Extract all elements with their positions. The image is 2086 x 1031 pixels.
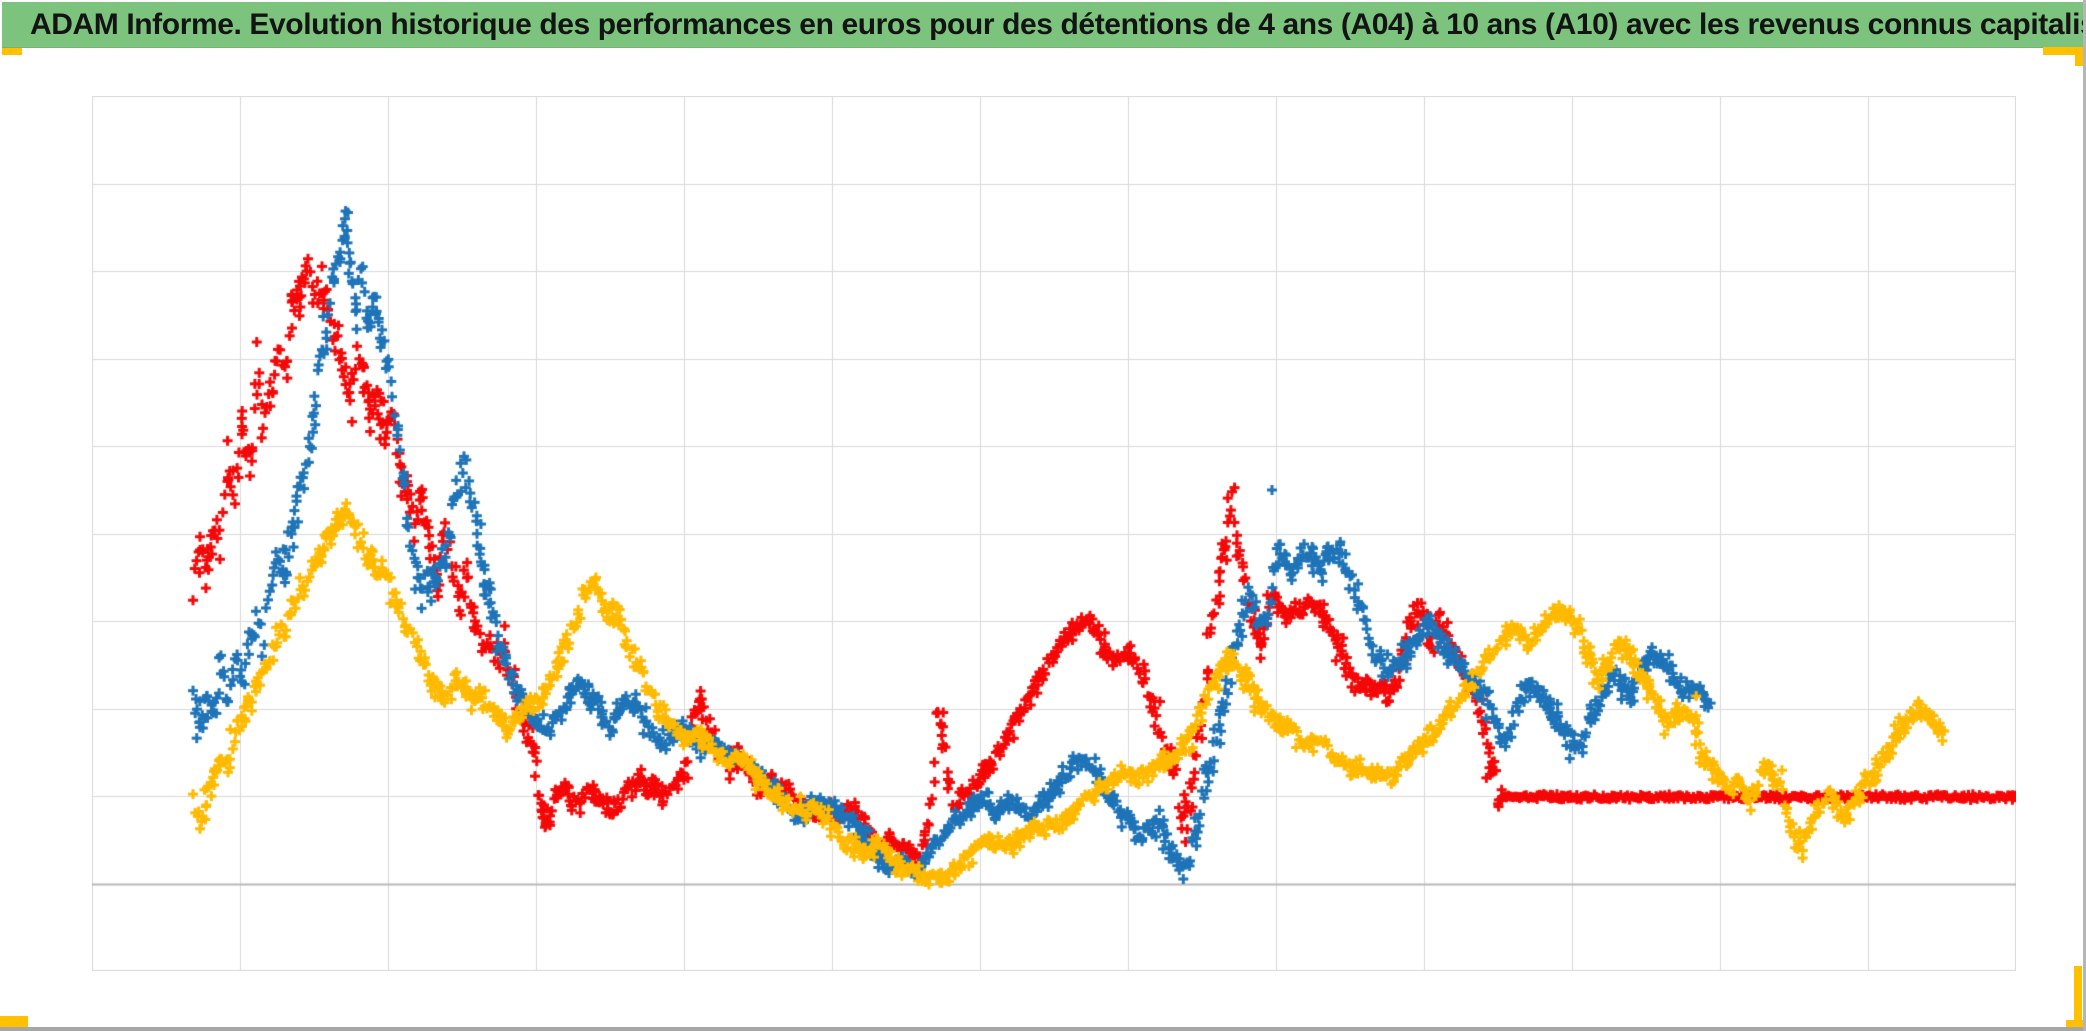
accent-corner-top-right bbox=[2043, 47, 2083, 55]
scatter-plot-canvas bbox=[92, 96, 2016, 971]
page-title: ADAM Informe. Evolution historique des p… bbox=[30, 8, 2086, 41]
accent-square-bottom-left bbox=[0, 1016, 28, 1027]
performance-scatter-chart bbox=[92, 96, 2016, 971]
accent-strip-bottom-right bbox=[2074, 966, 2082, 1028]
accent-foot-bottom-right bbox=[2066, 1020, 2084, 1030]
accent-dash-top-left bbox=[2, 48, 22, 55]
slide-bottom-edge bbox=[0, 1027, 2086, 1031]
title-banner: ADAM Informe. Evolution historique des p… bbox=[2, 2, 2086, 48]
slide-right-edge bbox=[2083, 0, 2086, 1031]
accent-corner-top-right-vertical bbox=[2075, 47, 2083, 66]
